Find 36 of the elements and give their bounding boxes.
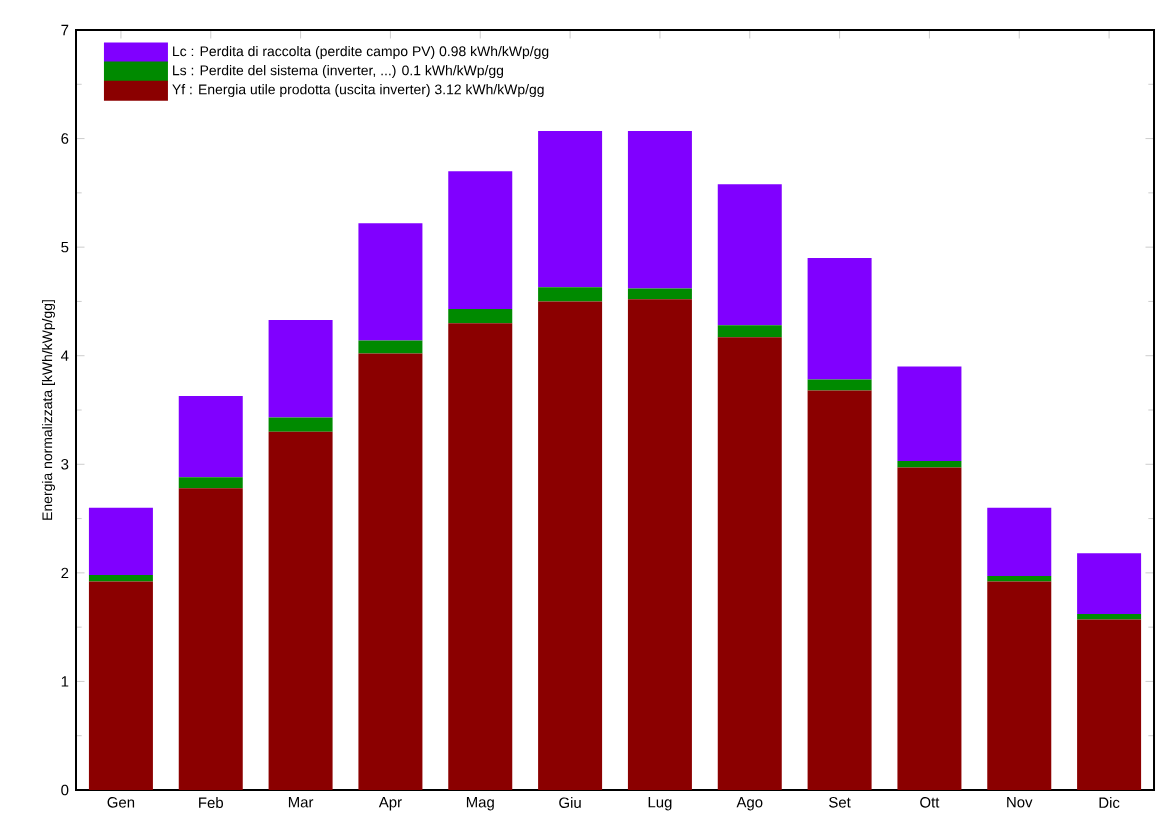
bar xyxy=(1077,619,1142,790)
bar xyxy=(627,130,692,289)
bar xyxy=(538,287,603,302)
bar xyxy=(1077,614,1142,620)
bar xyxy=(268,431,333,790)
bar xyxy=(268,417,333,432)
bar xyxy=(987,581,1052,790)
bar xyxy=(627,288,692,300)
bar xyxy=(717,337,782,790)
bar xyxy=(897,366,962,462)
bar xyxy=(897,461,962,468)
bar xyxy=(268,319,333,418)
bar xyxy=(448,171,513,310)
bar xyxy=(448,309,513,324)
bar xyxy=(987,576,1052,582)
bar xyxy=(1077,553,1142,615)
bar xyxy=(807,257,872,380)
bar xyxy=(717,184,782,326)
bar xyxy=(178,395,243,478)
bar xyxy=(807,390,872,790)
bar xyxy=(448,323,513,790)
bar xyxy=(717,325,782,338)
bar xyxy=(88,581,153,790)
bar xyxy=(88,575,153,582)
bar xyxy=(358,223,423,341)
bar xyxy=(538,301,603,790)
bar xyxy=(178,477,243,489)
bar xyxy=(358,340,423,354)
bar xyxy=(538,130,603,288)
bar xyxy=(987,507,1052,577)
bar xyxy=(807,379,872,391)
bar xyxy=(627,299,692,790)
bar xyxy=(178,488,243,790)
bar xyxy=(88,507,153,576)
bar xyxy=(897,467,962,790)
bar xyxy=(358,353,423,790)
